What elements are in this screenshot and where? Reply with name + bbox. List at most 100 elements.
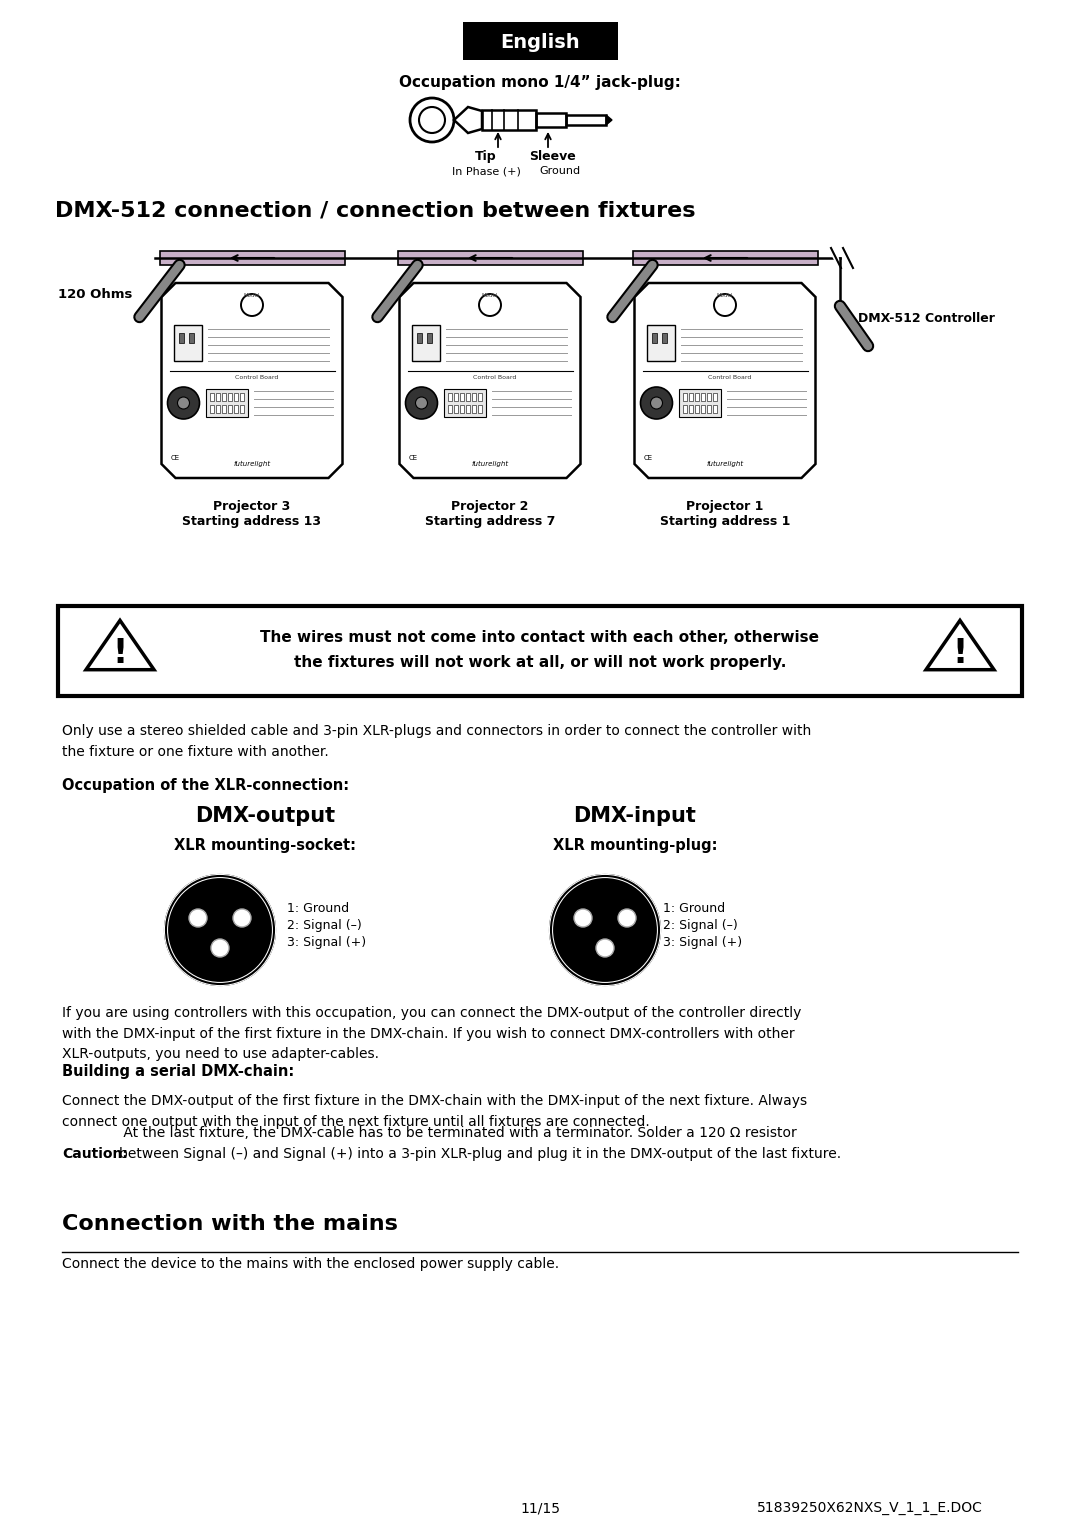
Text: CE: CE bbox=[171, 455, 180, 461]
Bar bbox=[701, 393, 704, 400]
Text: Control Board: Control Board bbox=[708, 374, 752, 380]
Text: Only use a stereo shielded cable and 3-pin XLR-plugs and connectors in order to : Only use a stereo shielded cable and 3-p… bbox=[62, 724, 811, 758]
Text: futurelight: futurelight bbox=[706, 461, 743, 468]
Bar bbox=[397, 251, 582, 264]
Bar bbox=[566, 115, 606, 125]
Text: 1: Ground: 1: Ground bbox=[287, 902, 349, 915]
Text: 51839250X62NXS_V_1_1_E.DOC: 51839250X62NXS_V_1_1_E.DOC bbox=[757, 1500, 983, 1516]
Text: 11/15: 11/15 bbox=[519, 1500, 561, 1514]
Text: XLR mounting-socket:: XLR mounting-socket: bbox=[174, 837, 356, 853]
Bar bbox=[713, 393, 716, 400]
Text: Projector 2
Starting address 7: Projector 2 Starting address 7 bbox=[424, 500, 555, 529]
Bar bbox=[454, 393, 458, 400]
Text: CE: CE bbox=[644, 455, 653, 461]
Circle shape bbox=[233, 909, 251, 927]
Bar bbox=[454, 405, 458, 413]
Bar bbox=[240, 405, 243, 413]
Bar bbox=[233, 393, 238, 400]
Bar bbox=[706, 405, 711, 413]
Bar bbox=[465, 393, 470, 400]
Text: Model: Model bbox=[717, 293, 733, 298]
Text: 3: Signal (+): 3: Signal (+) bbox=[287, 937, 366, 949]
Text: 1: 1 bbox=[563, 912, 571, 924]
Bar bbox=[160, 251, 345, 264]
Bar bbox=[228, 405, 231, 413]
Bar bbox=[447, 393, 451, 400]
Bar bbox=[205, 390, 247, 417]
Bar bbox=[472, 393, 475, 400]
Polygon shape bbox=[635, 283, 815, 478]
Circle shape bbox=[177, 397, 189, 410]
Bar bbox=[427, 333, 432, 342]
Bar bbox=[683, 393, 687, 400]
Text: !: ! bbox=[953, 637, 968, 671]
Bar bbox=[689, 393, 692, 400]
Bar bbox=[477, 405, 482, 413]
Text: Ground: Ground bbox=[539, 167, 581, 176]
Bar bbox=[228, 393, 231, 400]
Circle shape bbox=[559, 885, 651, 976]
Text: Connection with the mains: Connection with the mains bbox=[62, 1215, 397, 1235]
Circle shape bbox=[166, 876, 274, 984]
Text: If you are using controllers with this occupation, you can connect the DMX-outpu: If you are using controllers with this o… bbox=[62, 1005, 801, 1062]
Text: 120 Ohms: 120 Ohms bbox=[58, 287, 133, 301]
Bar bbox=[683, 405, 687, 413]
Bar bbox=[411, 325, 440, 361]
Circle shape bbox=[640, 387, 673, 419]
Bar bbox=[210, 405, 214, 413]
Text: Occupation of the XLR-connection:: Occupation of the XLR-connection: bbox=[62, 778, 349, 793]
Circle shape bbox=[573, 909, 592, 927]
Bar bbox=[633, 251, 818, 264]
Bar bbox=[689, 405, 692, 413]
Bar bbox=[240, 393, 243, 400]
Circle shape bbox=[416, 397, 428, 410]
Bar bbox=[233, 405, 238, 413]
Bar bbox=[694, 393, 699, 400]
Bar bbox=[444, 390, 486, 417]
Bar bbox=[417, 333, 421, 342]
Bar bbox=[189, 333, 193, 342]
Text: 1: 1 bbox=[254, 912, 262, 924]
Circle shape bbox=[174, 885, 266, 976]
Text: futurelight: futurelight bbox=[472, 461, 509, 468]
Bar bbox=[661, 333, 666, 342]
Text: Projector 1
Starting address 1: Projector 1 Starting address 1 bbox=[660, 500, 791, 529]
Bar bbox=[472, 405, 475, 413]
Text: XLR mounting-plug:: XLR mounting-plug: bbox=[553, 837, 717, 853]
Text: In Phase (+): In Phase (+) bbox=[451, 167, 521, 176]
Text: futurelight: futurelight bbox=[233, 461, 271, 468]
Bar bbox=[536, 113, 566, 127]
Bar bbox=[210, 393, 214, 400]
Text: Projector 3
Starting address 13: Projector 3 Starting address 13 bbox=[183, 500, 322, 529]
Circle shape bbox=[551, 876, 659, 984]
Text: English: English bbox=[500, 32, 580, 52]
Text: 2: Signal (–): 2: Signal (–) bbox=[287, 918, 362, 932]
Bar bbox=[678, 390, 720, 417]
Bar bbox=[713, 405, 716, 413]
Text: 2: 2 bbox=[638, 912, 647, 924]
Bar bbox=[477, 393, 482, 400]
Bar bbox=[459, 393, 463, 400]
Text: Control Board: Control Board bbox=[473, 374, 516, 380]
Text: Occupation mono 1/4” jack-plug:: Occupation mono 1/4” jack-plug: bbox=[400, 75, 680, 90]
Text: DMX-output: DMX-output bbox=[194, 805, 335, 827]
Bar bbox=[462, 21, 618, 60]
Text: 3: 3 bbox=[216, 960, 225, 972]
Bar bbox=[221, 393, 226, 400]
Polygon shape bbox=[400, 283, 581, 478]
Bar bbox=[459, 405, 463, 413]
Text: Model: Model bbox=[244, 293, 260, 298]
Text: 3: Signal (+): 3: Signal (+) bbox=[663, 937, 742, 949]
Circle shape bbox=[650, 397, 662, 410]
Text: Connect the device to the mains with the enclosed power supply cable.: Connect the device to the mains with the… bbox=[62, 1258, 559, 1271]
Text: DMX-512 connection / connection between fixtures: DMX-512 connection / connection between … bbox=[55, 200, 696, 220]
Bar bbox=[482, 110, 536, 130]
Bar bbox=[694, 405, 699, 413]
Circle shape bbox=[405, 387, 437, 419]
Text: DMX-512 Controller: DMX-512 Controller bbox=[858, 312, 995, 325]
Polygon shape bbox=[162, 283, 342, 478]
Text: Sleeve: Sleeve bbox=[529, 150, 577, 163]
Bar bbox=[447, 405, 451, 413]
Text: DMX-input: DMX-input bbox=[573, 805, 697, 827]
Bar bbox=[647, 325, 675, 361]
